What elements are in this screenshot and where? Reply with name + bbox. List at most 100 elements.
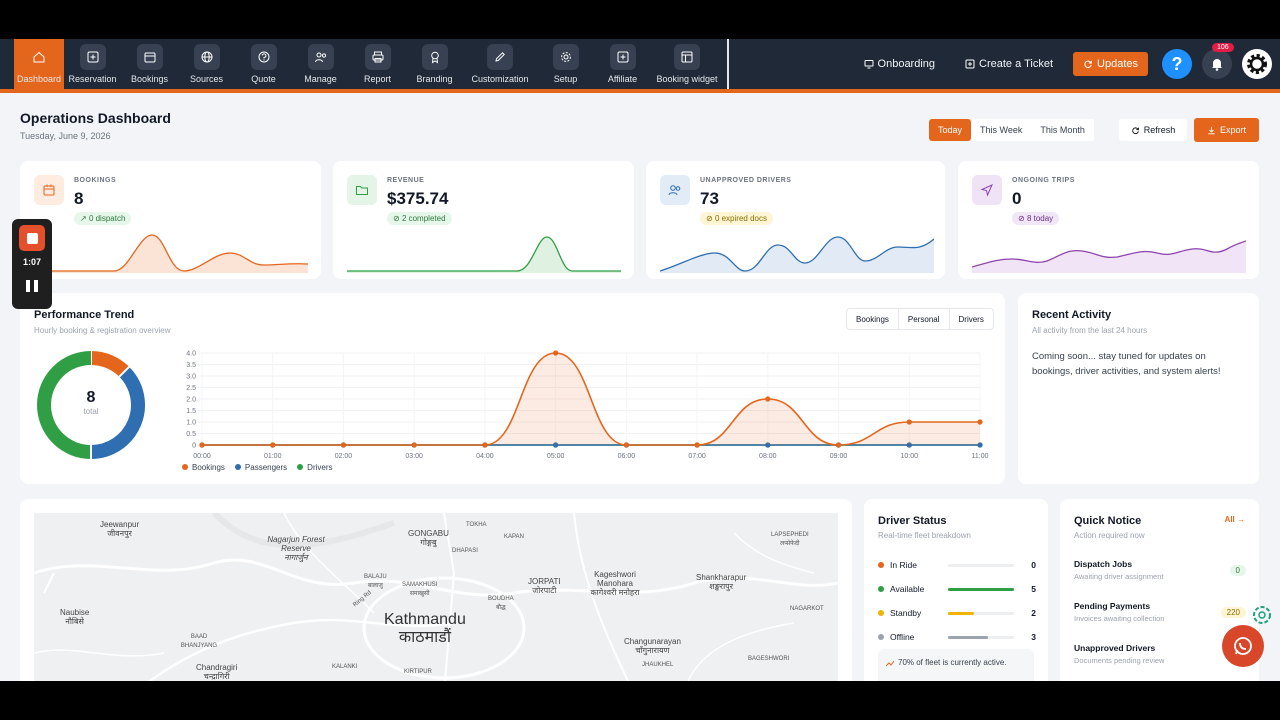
- map-label-text: JORPATI: [528, 577, 561, 586]
- x-tick-label: 02:00: [335, 453, 353, 460]
- range-week-button[interactable]: This Week: [971, 119, 1032, 141]
- sparkle-icon: [1253, 606, 1271, 624]
- data-point[interactable]: [906, 442, 912, 448]
- tab-personal[interactable]: Personal: [899, 309, 950, 329]
- notice-subtitle: Invoices awaiting collection: [1074, 614, 1165, 623]
- range-month-button[interactable]: This Month: [1031, 119, 1094, 141]
- map-label-text: LAPSEPHEDI: [771, 532, 809, 538]
- data-point[interactable]: [411, 442, 417, 448]
- nav-item-label: Affiliate: [607, 74, 638, 84]
- status-dot: [878, 586, 884, 592]
- data-point[interactable]: [977, 419, 983, 425]
- notice-dispatch-jobs[interactable]: Dispatch Jobs Awaiting driver assignment…: [1074, 559, 1246, 581]
- data-point[interactable]: [482, 442, 488, 448]
- legend-label: Passengers: [244, 463, 288, 472]
- recent-activity-card: Recent Activity All activity from the la…: [1018, 293, 1259, 484]
- data-point[interactable]: [765, 442, 771, 448]
- stop-recording-button[interactable]: [19, 225, 45, 251]
- data-point[interactable]: [199, 442, 205, 448]
- nav-actions: Onboarding Create a Ticket Updates ? 106: [854, 39, 1272, 89]
- legend-item[interactable]: Passengers: [234, 463, 288, 472]
- stat-label: REVENUE: [387, 177, 425, 184]
- help-button[interactable]: ?: [1162, 49, 1192, 79]
- tab-drivers[interactable]: Drivers: [958, 314, 984, 324]
- nav-item-branding[interactable]: Branding: [406, 39, 463, 89]
- tab-bookings[interactable]: Bookings: [847, 309, 899, 329]
- performance-trend-card: Performance Trend Hourly booking & regis…: [20, 293, 1005, 484]
- data-point[interactable]: [977, 442, 983, 448]
- driver-status-card: Driver Status Real-time fleet breakdown …: [864, 499, 1048, 681]
- map-label: Jeewanpur जीवनपुर: [100, 520, 139, 538]
- donut-slice[interactable]: [90, 351, 130, 377]
- donut-separator: [118, 366, 130, 378]
- quick-notice-all-link[interactable]: All →: [1224, 515, 1245, 524]
- data-point[interactable]: [623, 442, 629, 448]
- edit-icon: [487, 44, 513, 70]
- notice-pending-payments[interactable]: Pending Payments Invoices awaiting colle…: [1074, 601, 1246, 623]
- recent-activity-subtitle: All activity from the last 24 hours: [1032, 326, 1148, 335]
- stat-pill: ↗ 0 dispatch: [74, 212, 132, 225]
- data-point[interactable]: [835, 442, 842, 448]
- donut-slice[interactable]: [37, 351, 92, 459]
- map-label-native: काठमाडौं: [398, 629, 451, 646]
- nav-item-dashboard[interactable]: Dashboard: [14, 39, 64, 89]
- nav-item-booking-widget[interactable]: Booking widget: [651, 39, 723, 89]
- data-point[interactable]: [553, 350, 559, 356]
- quick-notice-subtitle: Action required now: [1074, 531, 1145, 540]
- legend-item[interactable]: Drivers: [297, 463, 333, 472]
- data-point[interactable]: [553, 442, 559, 448]
- ai-assistant-button[interactable]: [1250, 603, 1274, 627]
- nav-item-reservation[interactable]: Reservation: [64, 39, 121, 89]
- nav-item-customization[interactable]: Customization: [463, 39, 537, 89]
- data-point[interactable]: [906, 419, 912, 425]
- nav-item-affiliate[interactable]: Affiliate: [594, 39, 651, 89]
- driver-status-row: In Ride 0: [878, 559, 1036, 571]
- data-point[interactable]: [340, 442, 347, 448]
- map-label: KIRTIPUR: [404, 669, 432, 675]
- whatsapp-chat-button[interactable]: [1222, 625, 1264, 667]
- data-point[interactable]: [765, 396, 771, 402]
- map-label-native: बालाजु: [367, 583, 383, 589]
- top-navbar: Dashboard Reservation Bookings Sources Quote…: [0, 39, 1280, 93]
- create-ticket-label: Create a Ticket: [979, 58, 1054, 70]
- create-ticket-button[interactable]: Create a Ticket: [955, 51, 1063, 77]
- stat-pill: ⊘ 8 today: [1012, 212, 1060, 225]
- status-dot: [878, 562, 884, 568]
- map-label: TOKHA: [466, 522, 487, 528]
- nav-item-report[interactable]: Report: [349, 39, 406, 89]
- status-bar: [948, 635, 1014, 639]
- settings-button[interactable]: [1242, 49, 1272, 79]
- data-point[interactable]: [270, 442, 276, 448]
- layout-icon: [674, 44, 700, 70]
- nav-item-sources[interactable]: Sources: [178, 39, 235, 89]
- nav-item-manage[interactable]: Manage: [292, 39, 349, 89]
- range-today-button[interactable]: Today: [929, 119, 972, 141]
- stat-pill-text: 2 completed: [401, 214, 446, 223]
- refresh-button[interactable]: Refresh: [1119, 119, 1187, 141]
- data-point[interactable]: [694, 442, 700, 448]
- map-label: BOUDHA बौद्ध: [488, 595, 514, 613]
- status-count: 0: [1031, 560, 1036, 570]
- chart-legend: Bookings Passengers Drivers: [182, 463, 333, 472]
- nav-item-quote[interactable]: Quote: [235, 39, 292, 89]
- legend-item[interactable]: Bookings: [182, 463, 225, 472]
- export-button[interactable]: Export: [1194, 118, 1259, 142]
- onboarding-button[interactable]: Onboarding: [854, 51, 946, 77]
- map-label: JHAUKHEL: [642, 662, 674, 668]
- plus-square-icon: [609, 44, 636, 70]
- y-tick-label: 2.0: [186, 397, 196, 404]
- pause-recording-button[interactable]: [26, 280, 38, 292]
- map-label-native: चाँगुनारायण: [635, 646, 670, 655]
- nav-item-label: Reservation: [68, 74, 117, 84]
- nav-item-setup[interactable]: Setup: [537, 39, 594, 89]
- map-label-text: BALAJU: [364, 574, 387, 580]
- updates-button[interactable]: Updates: [1073, 52, 1148, 76]
- donut-slice[interactable]: [90, 366, 145, 459]
- globe-icon: [193, 44, 220, 70]
- badge-icon: [421, 44, 448, 70]
- nav-item-bookings[interactable]: Bookings: [121, 39, 178, 89]
- notifications-button[interactable]: 106: [1202, 43, 1234, 79]
- map-view[interactable]: Jeewanpur जीवनपुर Nagarjun Forest Reserve…: [34, 513, 838, 681]
- stat-value: 0: [1012, 189, 1022, 208]
- notice-unapproved-drivers[interactable]: Unapproved Drivers Documents pending rev…: [1074, 643, 1246, 665]
